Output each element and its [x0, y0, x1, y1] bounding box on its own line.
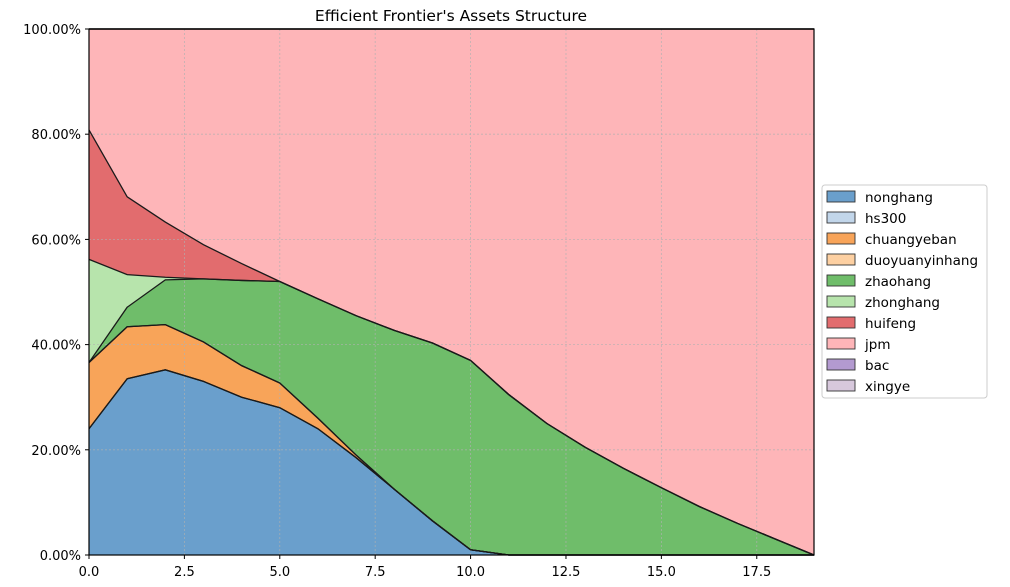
y-tick-label: 0.00%: [40, 549, 81, 564]
legend-label-duoyuanyinhang: duoyuanyinhang: [865, 253, 978, 269]
x-tick-label: 17.5: [742, 565, 771, 580]
area-layers: [89, 29, 814, 556]
legend-label-bac: bac: [865, 358, 889, 374]
legend-swatch-bac: [826, 358, 856, 371]
legend-swatch-xingye: [826, 379, 856, 392]
legend-label-huifeng: huifeng: [865, 316, 916, 332]
y-tick-label: 80.00%: [31, 128, 81, 143]
legend-swatch-chuangyeban: [826, 232, 856, 245]
x-tick-label: 5.0: [269, 565, 290, 580]
y-tick-label: 60.00%: [31, 233, 81, 248]
legend: nonghang hs300 chuangyeban duoyuanyinhang zh…: [821, 184, 988, 399]
boundary-huifeng: [88, 129, 815, 556]
x-tick-label: 12.5: [551, 565, 580, 580]
x-tick-label: 7.5: [365, 565, 386, 580]
area-chuangyeban: [89, 324, 814, 555]
area-nonghang: [89, 369, 814, 555]
x-tick-label: 0.0: [79, 565, 100, 580]
legend-label-xingye: xingye: [865, 379, 910, 395]
legend-swatch-huifeng: [826, 316, 856, 329]
y-axis: 0.00% 20.00% 40.00% 60.00% 80.00% 100.00%: [23, 23, 89, 564]
legend-swatch-zhonghang: [826, 295, 856, 308]
legend-swatch-hs300: [826, 211, 856, 224]
area-jpm: [89, 29, 814, 555]
x-tick-label: 2.5: [174, 565, 195, 580]
legend-label-chuangyeban: chuangyeban: [865, 232, 957, 248]
legend-swatch-duoyuanyinhang: [826, 253, 856, 266]
x-tick-label: 15.0: [647, 565, 676, 580]
y-tick-label: 20.00%: [31, 444, 81, 459]
legend-swatch-zhaohang: [826, 274, 856, 287]
x-axis: 0.0 2.5 5.0 7.5 10.0 12.5 15.0 17.5: [79, 555, 771, 580]
legend-label-jpm: jpm: [864, 337, 890, 353]
chart-title: Efficient Frontier's Assets Structure: [315, 7, 587, 25]
legend-swatch-nonghang: [826, 190, 856, 203]
x-tick-label: 10.0: [456, 565, 485, 580]
plot-frame: [88, 28, 815, 556]
y-tick-label: 100.00%: [23, 23, 81, 38]
legend-swatch-jpm: [826, 337, 856, 350]
y-tick-label: 40.00%: [31, 339, 81, 354]
legend-label-hs300: hs300: [865, 211, 906, 227]
legend-label-nonghang: nonghang: [865, 190, 933, 206]
legend-label-zhaohang: zhaohang: [865, 274, 931, 290]
legend-frame: [821, 184, 988, 399]
legend-label-zhonghang: zhonghang: [865, 295, 940, 311]
area-zhaohang: [89, 278, 814, 555]
